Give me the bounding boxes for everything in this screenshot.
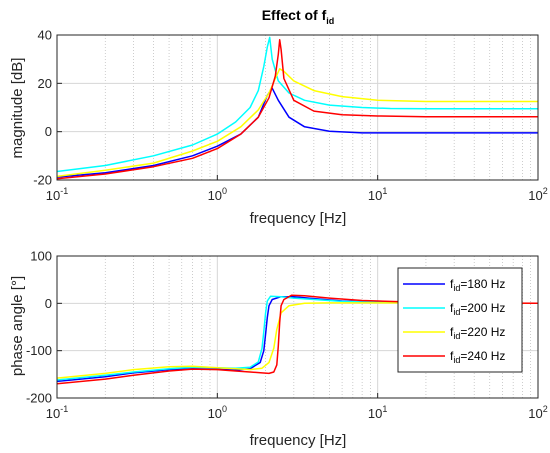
series-line-1 — [56, 87, 538, 178]
legend-label-4: fid=240 Hz — [450, 349, 505, 365]
y-tick-label: -100 — [26, 343, 52, 358]
series-line-2 — [56, 295, 538, 381]
series-line-2 — [56, 36, 538, 173]
y-tick-label: -200 — [26, 391, 52, 406]
x-tick-label: 102 — [528, 404, 547, 421]
legend-box — [397, 267, 523, 373]
series-line-3 — [56, 68, 538, 178]
x-axis-label-phase: frequency [Hz] — [250, 432, 347, 449]
series-line-3 — [56, 302, 538, 379]
x-tick-label: 100 — [208, 404, 227, 421]
x-axis-label-magnitude: frequency [Hz] — [250, 210, 347, 227]
x-tick-label: 10-1 — [46, 186, 68, 203]
axes-box — [56, 34, 539, 181]
x-tick-label: 10-1 — [46, 404, 68, 421]
chart-title: Effect of fid — [262, 7, 335, 26]
y-axis-label-magnitude: magnitude [dB] — [9, 58, 26, 159]
legend-label-2: fid=200 Hz — [450, 301, 505, 317]
y-tick-label: -20 — [33, 173, 52, 188]
y-tick-label: 100 — [30, 249, 52, 264]
x-tick-label: 102 — [528, 186, 547, 203]
plot-area — [57, 35, 538, 180]
y-tick-label: 0 — [45, 124, 52, 139]
x-tick-label: 101 — [368, 186, 387, 203]
series-line-4 — [56, 294, 539, 385]
legend-label-3: fid=220 Hz — [450, 325, 505, 341]
legend-label-1: fid=180 Hz — [450, 277, 505, 293]
y-tick-label: 0 — [45, 296, 52, 311]
series-line-4 — [56, 39, 538, 180]
y-tick-label: 40 — [38, 28, 52, 43]
x-tick-label: 101 — [368, 404, 387, 421]
magnitude-plot: 10-1 100 101 102 -20 0 20 40 — [33, 28, 548, 204]
y-axis-label-phase: phase angle [°] — [9, 276, 26, 376]
y-tick-label: 20 — [38, 76, 52, 91]
x-tick-label: 100 — [208, 186, 227, 203]
axes-box — [56, 255, 539, 399]
legend: fid=180 Hz fid=200 Hz fid=220 Hz fid=240 Hz — [397, 267, 523, 373]
